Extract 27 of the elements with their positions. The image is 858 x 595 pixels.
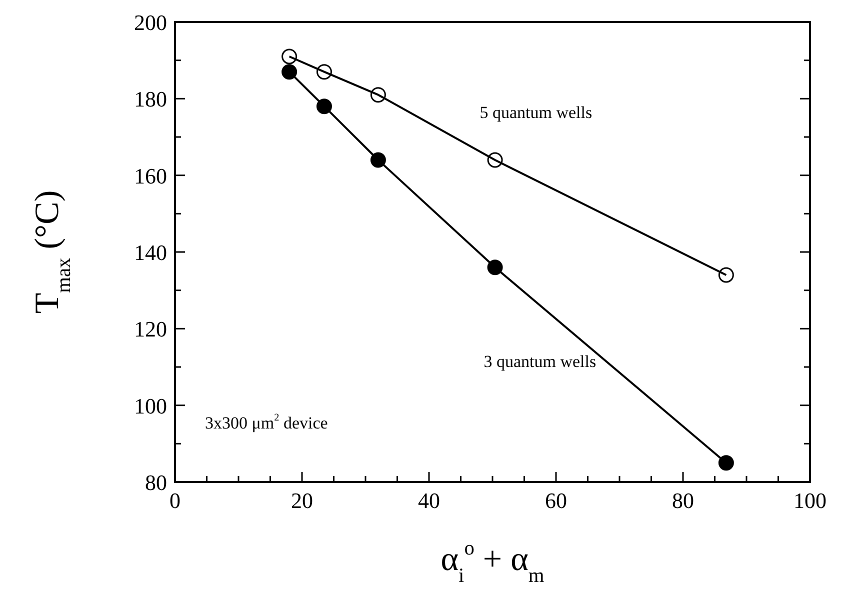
x-tick-label: 100 [794,488,826,513]
x-tick-label: 20 [291,488,313,513]
point [282,64,298,80]
point [316,64,332,80]
x-axis-title: α$_{i}$$^{o}$ + α$_{m}$ [440,538,544,587]
point [370,87,386,103]
y-tick-label: 120 [134,316,167,342]
x-tick-label: 80 [672,488,694,513]
point [282,48,298,64]
point [487,260,503,276]
x-tick-label: 40 [418,488,440,513]
point [370,152,386,168]
y-tick-label: 100 [134,393,167,418]
x-tick-label: 0 [170,488,180,513]
x-tick-label: 60 [545,488,567,513]
point [718,455,734,471]
point [718,267,734,283]
y-tick-label: 180 [134,86,167,112]
y-tick-label: 80 [145,470,167,495]
series-label: 5 quantum wells [480,102,592,122]
series-label: 3 quantum wells [484,352,596,371]
point [316,98,332,114]
y-tick-label: 200 [134,10,167,35]
y-tick-label: 160 [134,163,167,188]
point [487,152,503,168]
annotation: 3x300 μm$^{2}$ device [205,412,328,432]
y-tick-label: 140 [134,240,167,265]
